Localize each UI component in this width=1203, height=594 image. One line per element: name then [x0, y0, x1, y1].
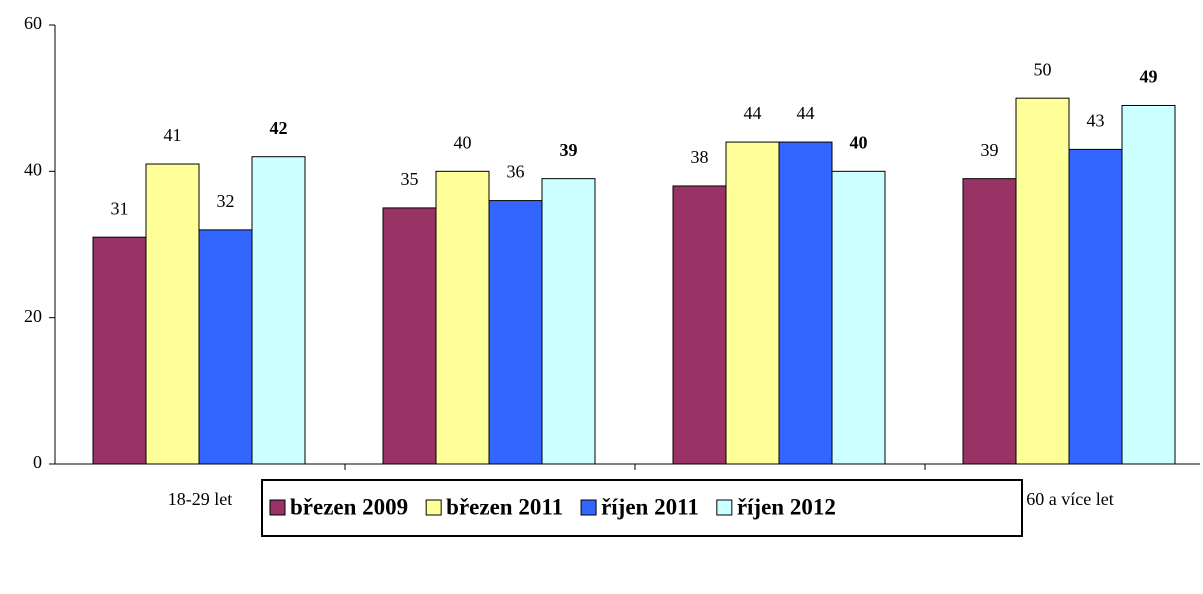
- data-label: 40: [454, 132, 472, 152]
- data-label: 40: [850, 132, 868, 152]
- bar: [435, 170, 490, 465]
- data-label: 41: [164, 125, 182, 145]
- y-tick-label: 0: [33, 452, 42, 472]
- legend-text: říjen 2011: [601, 494, 699, 519]
- bar: [1121, 104, 1176, 465]
- bar: [672, 185, 727, 465]
- y-tick-label: 60: [24, 13, 42, 33]
- bar: [541, 178, 596, 465]
- data-label: 38: [691, 147, 709, 167]
- x-tick-label: 60 a více let: [1026, 489, 1113, 509]
- data-label: 42: [270, 118, 288, 138]
- data-label: 44: [797, 103, 815, 123]
- bar: [1015, 97, 1070, 465]
- data-label: 49: [1140, 67, 1158, 87]
- data-label: 32: [217, 191, 235, 211]
- legend-text: říjen 2012: [737, 494, 836, 519]
- data-label: 35: [401, 169, 419, 189]
- data-label: 36: [507, 162, 525, 182]
- legend-swatch: [716, 499, 733, 516]
- legend-swatch: [425, 499, 442, 516]
- bar: [198, 229, 253, 465]
- legend-text: březen 2011: [446, 494, 563, 519]
- data-label: 43: [1087, 111, 1105, 131]
- x-tick-label: 18-29 let: [168, 489, 233, 509]
- bar: [382, 207, 437, 465]
- legend-swatch: [269, 499, 286, 516]
- bar: [1068, 148, 1123, 465]
- bar: [962, 178, 1017, 465]
- legend-swatch: [580, 499, 597, 516]
- legend-box: [261, 479, 1023, 537]
- bar: [92, 236, 147, 465]
- data-label: 39: [560, 140, 578, 160]
- data-label: 50: [1034, 59, 1052, 79]
- bar: [725, 141, 780, 465]
- bar: [831, 170, 886, 465]
- bar: [488, 200, 543, 465]
- data-label: 31: [111, 198, 129, 218]
- y-tick-label: 40: [24, 159, 42, 179]
- data-label: 44: [744, 103, 762, 123]
- bar: [251, 156, 306, 465]
- bar: [778, 141, 833, 465]
- legend-text: březen 2009: [290, 494, 408, 519]
- data-label: 39: [981, 140, 999, 160]
- bar: [145, 163, 200, 465]
- y-tick-label: 20: [24, 306, 42, 326]
